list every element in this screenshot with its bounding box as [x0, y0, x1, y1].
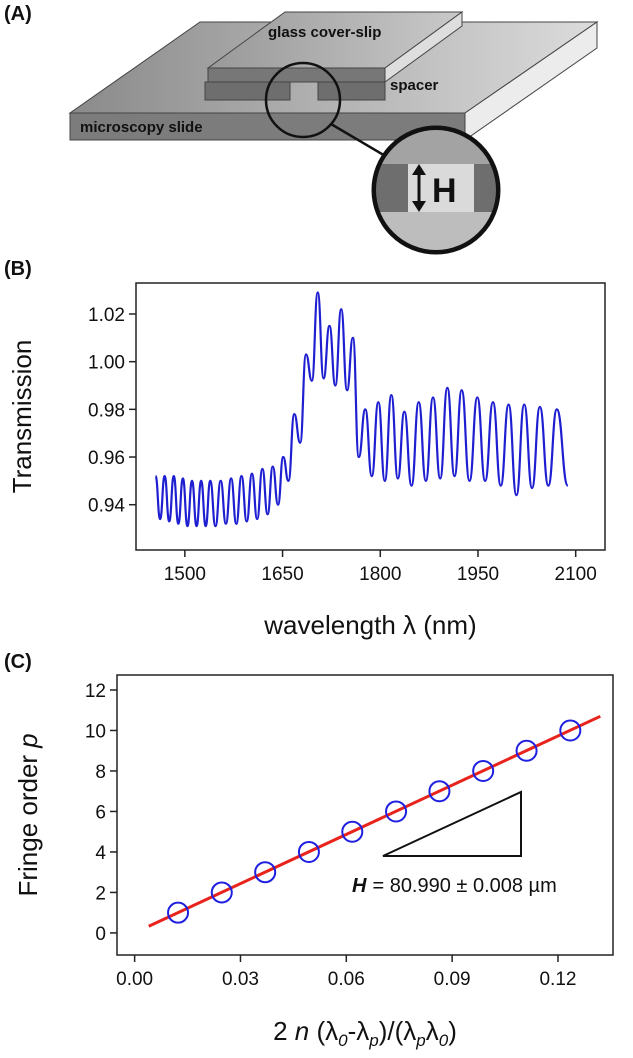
plot-frame — [116, 674, 614, 956]
zoom-line — [330, 122, 393, 162]
x-tick-label: 1650 — [261, 564, 303, 585]
x-tick-label: 0.09 — [434, 969, 471, 990]
y-label-part: Fringe order — [13, 755, 43, 897]
slide-front — [69, 112, 466, 141]
coverslip-front — [207, 67, 386, 83]
x-tick-label: 2100 — [555, 564, 597, 585]
y-tick-label: 6 — [95, 802, 106, 823]
zoom-circle — [264, 61, 342, 139]
data-point — [254, 861, 277, 884]
y-axis-label: Transmission — [7, 340, 37, 494]
x-tick-label: 0.12 — [539, 969, 576, 990]
data-point — [428, 780, 451, 803]
data-point — [472, 759, 495, 782]
y-tick-label: 1.00 — [88, 353, 125, 374]
y-tick-label: 0 — [95, 924, 106, 945]
y-tick-label: 2 — [95, 883, 106, 904]
plot-frame — [135, 282, 606, 551]
annotation: H = 80.990 ± 0.008 µm — [352, 875, 557, 897]
fit-line — [148, 714, 601, 928]
y-label-part: p — [13, 733, 43, 748]
slope-triangle — [382, 790, 522, 857]
panel-label: (A) — [4, 3, 32, 25]
x-tick-label: 0.03 — [222, 969, 259, 990]
x-label-part: )/(λ — [379, 1016, 417, 1046]
x-label-part: λ — [426, 1016, 439, 1046]
panel-label: (C) — [4, 651, 32, 673]
x-label-part: ) — [448, 1016, 457, 1046]
spacer-right — [317, 81, 386, 101]
x-tick-label: 1950 — [457, 564, 499, 585]
y-tick-label: 8 — [95, 762, 106, 783]
x-axis-label: wavelength λ (nm) — [263, 610, 476, 640]
data-point — [297, 840, 320, 863]
data-point — [515, 739, 538, 762]
x-label-part: p — [368, 1031, 378, 1050]
arrow-head — [412, 164, 426, 175]
arrow-head — [412, 201, 426, 212]
diagram: (A) glass cover-slip spacer microscopy s… — [4, 3, 599, 255]
x-tick-label: 1500 — [164, 564, 206, 585]
x-label-part: (λ — [309, 1016, 338, 1046]
zoom-spacer — [474, 164, 496, 212]
label-coverslip: glass cover-slip — [268, 24, 381, 41]
x-label-part: 2 — [273, 1016, 295, 1046]
spacer-left — [204, 81, 291, 101]
y-tick-label: 0.98 — [88, 400, 125, 421]
zoom-spacer — [376, 164, 408, 212]
label-height: H — [432, 172, 457, 210]
coverslip-side — [384, 11, 463, 83]
annotation-symbol: H — [352, 875, 367, 897]
data-point — [559, 719, 582, 742]
x-tick-label: 1800 — [359, 564, 401, 585]
annotation-text: = 80.990 ± 0.008 µm — [372, 875, 556, 897]
y-tick-label: 0.96 — [88, 448, 125, 469]
data-point — [385, 800, 408, 823]
x-label-part: -λ — [348, 1016, 370, 1046]
panel-label: (B) — [4, 258, 32, 280]
y-tick-label: 0.94 — [88, 496, 125, 517]
x-label-part: 0 — [439, 1031, 449, 1050]
y-tick-label: 12 — [85, 681, 106, 702]
x-label-part: p — [415, 1031, 425, 1050]
label-slide: microscopy slide — [80, 119, 203, 136]
y-axis-label: Fringe order p — [13, 733, 43, 896]
x-label-part: n — [295, 1016, 309, 1046]
data-point — [210, 881, 233, 904]
x-label-part: 0 — [338, 1031, 348, 1050]
y-tick-label: 4 — [95, 843, 106, 864]
y-tick-label: 10 — [85, 721, 106, 742]
data-line — [154, 291, 569, 528]
data-point — [167, 901, 190, 924]
x-axis-label: 2 n (λ0-λp)/(λpλ0) — [273, 1016, 457, 1050]
x-tick-label: 0.00 — [116, 969, 153, 990]
data-point — [341, 820, 364, 843]
label-spacer: spacer — [390, 77, 439, 94]
y-tick-label: 1.02 — [88, 305, 125, 326]
slide-side — [464, 21, 598, 141]
x-tick-label: 0.06 — [328, 969, 365, 990]
